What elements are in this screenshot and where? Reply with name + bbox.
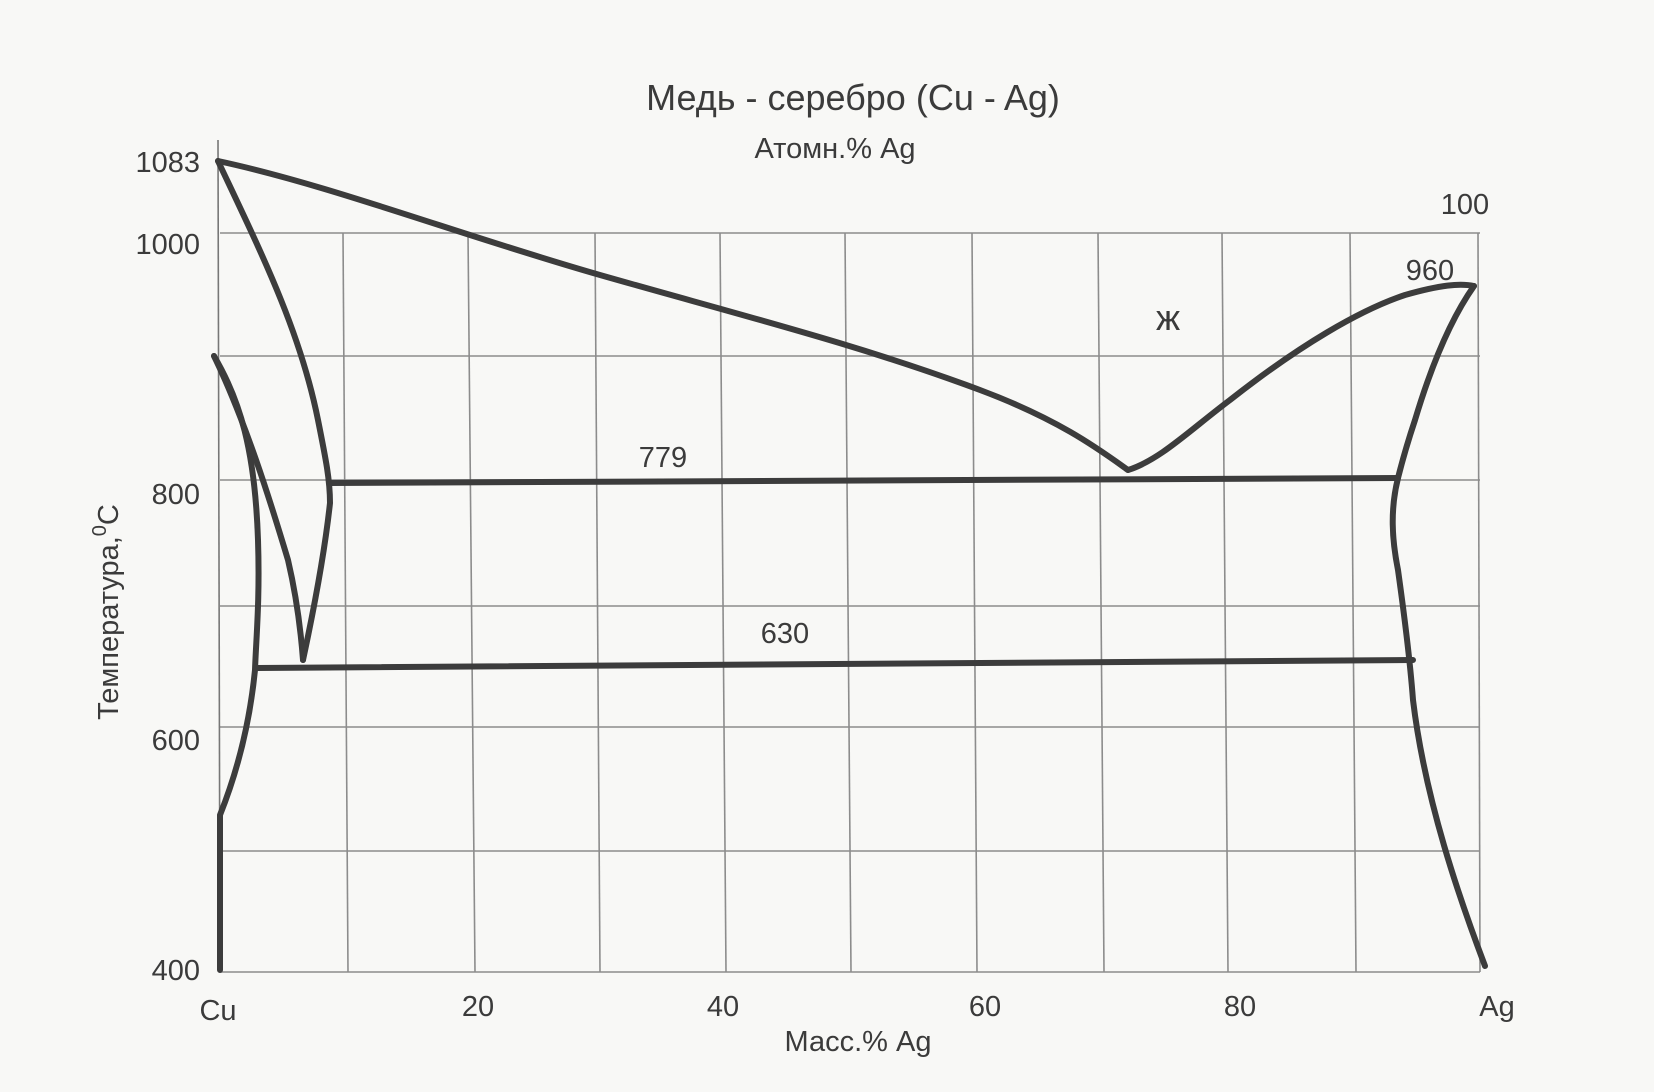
x-tick-60: 60 [969,991,1001,1023]
x-right-label: Ag [1479,991,1514,1023]
liquidus-ag [1125,281,1477,473]
eutectic-temp-label: 779 [639,442,687,474]
x-tick-20: 20 [462,991,494,1023]
eutectic-line-779 [327,475,1401,486]
x-axis-title: Масс.% Ag [785,1026,932,1058]
y-tick-1000: 1000 [135,229,200,261]
chart-title: Медь - серебро (Cu - Ag) [646,77,1060,118]
grid [220,232,1481,973]
y-tick-1083: 1083 [135,147,200,179]
solidus-ag [1389,283,1488,969]
x-tick-80: 80 [1224,991,1256,1023]
liquidus-cu [215,158,1131,473]
svg-text:Температура,0C: Температура,0C [89,504,125,720]
horizontal-line-630 [254,657,1416,671]
y-axis-unit-sup: 0 [89,525,111,536]
top-axis-label: Атомн.% Ag [754,133,915,165]
solidus-cu [215,158,333,663]
y-axis-unit: C [93,504,125,525]
phase-curves [211,158,1488,973]
y-axis-title-text: Температура, [93,536,125,720]
solvus-cu-inner [211,353,306,663]
ag-melting-label: 960 [1406,255,1454,287]
top-axis-end-label: 100 [1441,189,1489,221]
y-tick-800: 800 [152,479,200,511]
y-tick-600: 600 [152,725,200,757]
x-left-label: Cu [199,995,236,1027]
y-axis-title: Температура,0C [89,504,125,720]
y-tick-400: 400 [152,955,200,987]
line-630-label: 630 [761,618,809,650]
x-tick-40: 40 [707,991,739,1023]
liquid-region-label: ж [1156,297,1180,338]
